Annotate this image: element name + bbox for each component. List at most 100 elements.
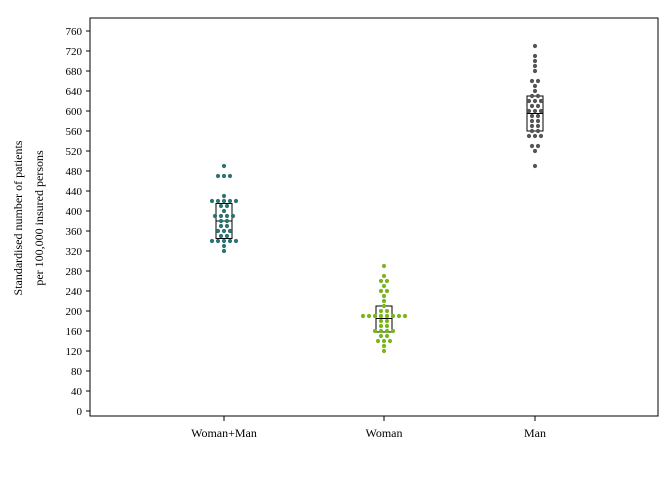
data-point — [532, 83, 538, 89]
data-point — [529, 78, 535, 84]
data-point — [535, 103, 541, 109]
data-point — [532, 108, 538, 114]
data-point — [532, 58, 538, 64]
data-point — [535, 143, 541, 149]
data-point — [221, 208, 227, 214]
data-point — [215, 228, 221, 234]
data-point — [532, 88, 538, 94]
data-point — [378, 328, 384, 334]
data-point — [529, 143, 535, 149]
data-point — [221, 228, 227, 234]
data-point — [221, 163, 227, 169]
data-point — [224, 233, 230, 239]
y-tick-label: 0 — [77, 406, 83, 418]
data-point — [215, 238, 221, 244]
data-point — [378, 308, 384, 314]
data-point — [209, 198, 215, 204]
data-point — [224, 218, 230, 224]
y-tick-label: 40 — [71, 386, 83, 398]
x-tick-label: Woman+Man — [191, 426, 257, 440]
data-point — [535, 113, 541, 119]
data-point — [384, 318, 390, 324]
data-point — [535, 78, 541, 84]
data-point — [526, 98, 532, 104]
data-point — [381, 263, 387, 269]
data-point — [381, 273, 387, 279]
data-point — [532, 163, 538, 169]
y-tick-label: 280 — [66, 266, 83, 278]
data-point — [378, 333, 384, 339]
data-point — [526, 108, 532, 114]
data-points — [209, 43, 544, 354]
y-tick-label: 320 — [66, 246, 83, 258]
y-tick-label: 400 — [66, 206, 83, 218]
y-axis-title-line-1: Standardised number of patients — [11, 140, 25, 295]
data-point — [535, 123, 541, 129]
data-point — [529, 113, 535, 119]
data-point — [535, 118, 541, 124]
data-point — [384, 323, 390, 329]
plot-frame — [89, 17, 659, 417]
y-tick-label: 240 — [66, 286, 83, 298]
y-tick-label: 360 — [66, 226, 83, 238]
data-point — [538, 98, 544, 104]
y-tick-label: 720 — [66, 46, 83, 58]
data-point — [227, 228, 233, 234]
data-point — [230, 213, 236, 219]
data-point — [390, 313, 396, 319]
data-point — [532, 68, 538, 74]
data-point — [384, 328, 390, 334]
data-point — [532, 43, 538, 49]
data-point — [378, 313, 384, 319]
y-tick-label: 760 — [66, 26, 83, 38]
y-tick-label: 80 — [71, 366, 83, 378]
data-point — [215, 198, 221, 204]
data-point — [381, 343, 387, 349]
data-point — [378, 323, 384, 329]
data-point — [378, 288, 384, 294]
data-point — [218, 203, 224, 209]
data-point — [532, 133, 538, 139]
y-tick-label: 520 — [66, 146, 83, 158]
x-axis: Woman+Man Woman Man — [191, 416, 546, 440]
data-point — [532, 98, 538, 104]
data-point — [218, 218, 224, 224]
data-point — [384, 278, 390, 284]
data-point — [372, 328, 378, 334]
data-point — [532, 63, 538, 69]
data-point — [227, 238, 233, 244]
data-point — [529, 103, 535, 109]
data-point — [381, 283, 387, 289]
data-point — [212, 213, 218, 219]
y-tick-label: 600 — [66, 106, 83, 118]
data-point — [378, 278, 384, 284]
y-axis-title-line-2: per 100,000 insured persons — [32, 150, 46, 286]
y-tick-label: 640 — [66, 86, 83, 98]
data-point — [233, 198, 239, 204]
data-point — [529, 118, 535, 124]
y-axis-title: Standardised number of patients per 100,… — [11, 140, 46, 295]
x-tick-label: Woman — [365, 426, 402, 440]
data-point — [390, 328, 396, 334]
data-point — [529, 123, 535, 129]
data-point — [366, 313, 372, 319]
data-point — [224, 213, 230, 219]
y-tick-label: 480 — [66, 166, 83, 178]
data-point — [381, 303, 387, 309]
data-point — [538, 133, 544, 139]
data-point — [227, 198, 233, 204]
data-point — [529, 93, 535, 99]
data-point — [221, 238, 227, 244]
data-point — [375, 338, 381, 344]
data-point — [224, 203, 230, 209]
data-point — [526, 133, 532, 139]
data-point — [372, 313, 378, 319]
data-point — [378, 318, 384, 324]
data-point — [402, 313, 408, 319]
y-tick-label: 120 — [66, 346, 83, 358]
y-axis: 0 40 80 120 160 200 240 280 320 360 400 440 480 520 56… — [66, 26, 90, 418]
data-point — [384, 308, 390, 314]
data-point — [381, 338, 387, 344]
data-point — [218, 213, 224, 219]
